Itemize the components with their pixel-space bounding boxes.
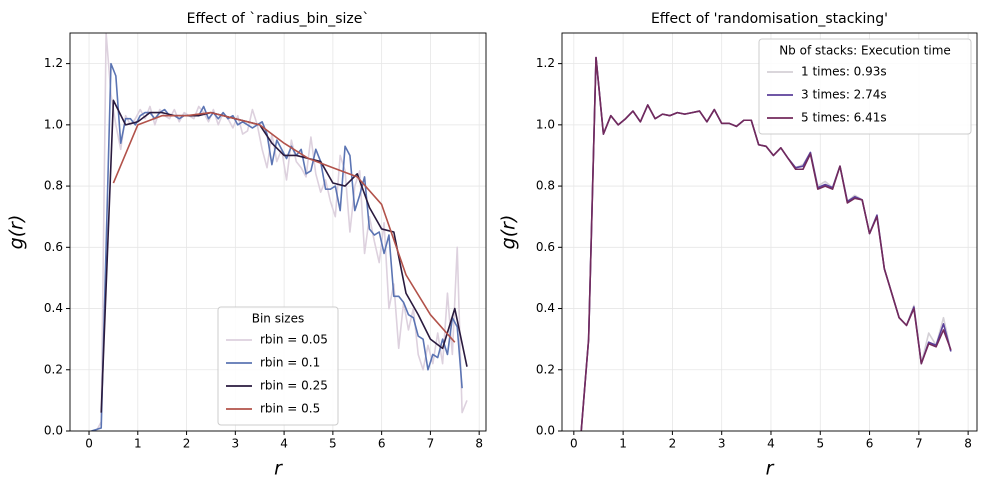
x-tick-label: 2 [669, 437, 677, 451]
legend-label: 3 times: 2.74s [801, 88, 887, 102]
y-tick-label: 1.2 [536, 56, 555, 70]
legend-label: rbin = 0.05 [260, 333, 328, 347]
chart-title: Effect of `radius_bin_size` [187, 11, 370, 27]
x-tick-label: 8 [475, 437, 483, 451]
series-line [580, 56, 952, 431]
series-line [91, 33, 468, 431]
y-axis-label: g(r) [498, 215, 520, 250]
y-tick-label: 0.4 [536, 301, 555, 315]
x-tick-label: 0 [85, 437, 93, 451]
x-tick-label: 7 [427, 437, 435, 451]
x-tick-label: 4 [767, 437, 775, 451]
subplot: 0 1 2 3 4 5 6 7 8 0.0 0.2 0.4 0.6 0.8 1.0 1.2 Effect of … [498, 11, 978, 480]
y-tick-label: 0.0 [536, 424, 555, 438]
y-tick-label: 0.0 [44, 424, 63, 438]
series-line [100, 99, 468, 413]
legend: Nb of stacks: Execution time 1 times: 0.9… [758, 38, 972, 135]
x-tick-label: 3 [232, 437, 240, 451]
legend-label: rbin = 0.5 [260, 402, 320, 416]
y-tick-label: 0.4 [44, 301, 63, 315]
x-tick-label: 6 [866, 437, 874, 451]
legend-label: 5 times: 6.41s [801, 111, 887, 125]
legend-label: rbin = 0.25 [260, 379, 328, 393]
axes-frame [69, 32, 487, 432]
legend-title: Bin sizes [252, 312, 305, 326]
x-tick-label: 3 [718, 437, 726, 451]
series-line [91, 62, 463, 431]
x-tick-label: 7 [915, 437, 923, 451]
y-tick-label: 1.0 [44, 117, 63, 131]
y-tick-label: 0.6 [536, 240, 555, 254]
legend: Bin sizes rbin = 0.05 rbin = 0.1 rbin = 0.2… [217, 306, 339, 426]
y-tick-label: 1.0 [536, 117, 555, 131]
y-tick-label: 0.6 [44, 240, 63, 254]
x-tick-label: 1 [619, 437, 627, 451]
x-axis-label: r [274, 458, 283, 480]
y-tick-label: 0.8 [536, 179, 555, 193]
y-tick-label: 0.2 [536, 362, 555, 376]
x-axis-label: r [766, 458, 775, 480]
y-axis-label: g(r) [6, 215, 28, 250]
series-line [112, 111, 456, 343]
y-tick-label: 1.2 [44, 56, 63, 70]
x-tick-label: 8 [964, 437, 972, 451]
legend-box [758, 38, 972, 135]
x-tick-label: 5 [329, 437, 337, 451]
legend-label: 1 times: 0.93s [801, 65, 887, 79]
y-tick-label: 0.8 [44, 179, 63, 193]
subplot: 0 1 2 3 4 5 6 7 8 0.0 0.2 0.4 0.6 0.8 1.0 1.2 Effect of … [6, 11, 487, 480]
legend-box [217, 306, 339, 426]
legend-label: rbin = 0.1 [260, 356, 320, 370]
x-tick-label: 2 [183, 437, 191, 451]
x-tick-label: 4 [280, 437, 288, 451]
x-tick-label: 5 [816, 437, 824, 451]
x-tick-label: 1 [134, 437, 142, 451]
y-tick-label: 0.2 [44, 362, 63, 376]
axes-frame [561, 32, 978, 432]
legend-title: Nb of stacks: Execution time [779, 44, 951, 58]
x-tick-label: 0 [570, 437, 578, 451]
chart-title: Effect of 'randomisation_stacking' [651, 11, 888, 27]
x-tick-label: 6 [378, 437, 386, 451]
